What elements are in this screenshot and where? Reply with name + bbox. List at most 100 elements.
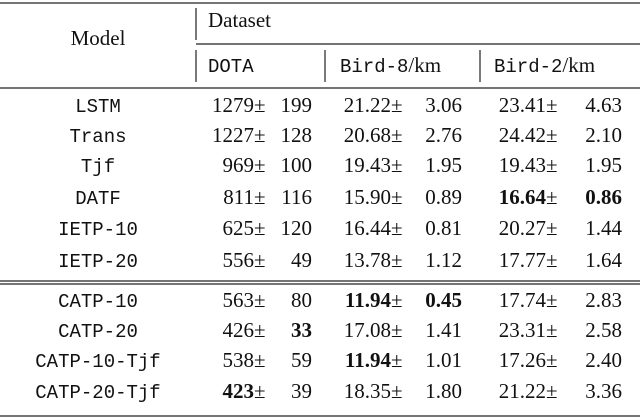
cell-std: 116 (281, 185, 312, 209)
model-name: Tjf (81, 156, 115, 178)
cell-mean: 1227 (212, 123, 254, 147)
cell-std: 1.12 (425, 248, 462, 272)
cell-separator: ± (254, 318, 266, 342)
cell-std: 3.06 (425, 93, 462, 117)
cell-separator: ± (391, 123, 403, 147)
cell-std: 100 (281, 153, 313, 177)
cell-std: 199 (281, 93, 313, 117)
cell-mean: 11.94 (345, 348, 392, 372)
cell-separator: ± (546, 379, 558, 403)
cell-mean: 563 (223, 288, 255, 312)
cell-std: 1.95 (425, 153, 462, 177)
cell-separator: ± (391, 379, 403, 403)
cell-mean: 11.94 (345, 288, 392, 312)
cell-std: 1.95 (585, 153, 622, 177)
model-header: Model (71, 26, 126, 50)
cell-mean: 21.22 (499, 379, 546, 403)
cell-std: 2.40 (585, 348, 622, 372)
cell-separator: ± (391, 318, 403, 342)
cell-separator: ± (254, 153, 266, 177)
cell-separator: ± (254, 93, 266, 117)
cell-separator: ± (546, 123, 558, 147)
model-name: Trans (69, 126, 126, 148)
cell-mean: 16.64 (499, 185, 547, 209)
cell-mean: 17.08 (344, 318, 391, 342)
model-name: CATP-20 (58, 321, 138, 343)
cell-mean: 23.31 (499, 318, 546, 342)
cell-separator: ± (546, 153, 558, 177)
cell-mean: 811 (223, 185, 254, 209)
cell-separator: ± (546, 248, 558, 272)
cell-std: 49 (291, 248, 312, 272)
cell-mean: 969 (223, 153, 255, 177)
cell-std: 1.01 (425, 348, 462, 372)
cell-mean: 625 (223, 216, 255, 240)
cell-std: 80 (291, 288, 312, 312)
cell-mean: 556 (223, 248, 255, 272)
cell-mean: 18.35 (344, 379, 391, 403)
cell-std: 1.41 (425, 318, 462, 342)
cell-std: 59 (291, 348, 312, 372)
cell-separator: ± (391, 348, 403, 372)
cell-separator: ± (546, 185, 558, 209)
cell-separator: ± (546, 318, 558, 342)
cell-separator: ± (254, 123, 266, 147)
cell-separator: ± (254, 248, 266, 272)
cell-std: 0.86 (585, 185, 622, 209)
cell-separator: ± (254, 185, 266, 209)
cell-std: 33 (291, 318, 312, 342)
cell-mean: 20.68 (344, 123, 391, 147)
cell-separator: ± (254, 288, 266, 312)
cell-separator: ± (391, 288, 403, 312)
cell-std: 128 (281, 123, 313, 147)
cell-mean: 426 (223, 318, 255, 342)
cell-separator: ± (391, 153, 403, 177)
model-name: CATP-20-Tjf (35, 382, 160, 404)
model-name: DATF (75, 188, 121, 210)
cell-mean: 13.78 (344, 248, 391, 272)
cell-mean: 16.44 (344, 216, 392, 240)
cell-mean: 24.42 (499, 123, 546, 147)
cell-std: 0.81 (425, 216, 462, 240)
model-name: IETP-10 (58, 219, 138, 241)
cell-separator: ± (254, 216, 266, 240)
cell-std: 0.89 (425, 185, 462, 209)
cell-separator: ± (546, 93, 558, 117)
cell-std: 2.58 (585, 318, 622, 342)
cell-mean: 23.41 (499, 93, 546, 117)
cell-separator: ± (546, 348, 558, 372)
cell-separator: ± (391, 185, 403, 209)
cell-std: 1.44 (585, 216, 622, 240)
cell-std: 2.76 (425, 123, 462, 147)
cell-std: 39 (291, 379, 312, 403)
cell-mean: 20.27 (499, 216, 546, 240)
dataset-header: Dataset (208, 8, 271, 32)
cell-separator: ± (254, 379, 266, 403)
model-name: LSTM (75, 96, 121, 118)
cell-std: 2.83 (585, 288, 622, 312)
cell-mean: 21.22 (344, 93, 391, 117)
cell-std: 120 (281, 216, 313, 240)
column-header: Bird-2 (494, 56, 562, 78)
cell-std: 0.45 (425, 288, 462, 312)
cell-std: 2.10 (585, 123, 622, 147)
cell-std: 3.36 (585, 379, 622, 403)
cell-mean: 17.26 (499, 348, 546, 372)
cell-separator: ± (546, 288, 558, 312)
cell-mean: 17.77 (499, 248, 546, 272)
cell-mean: 19.43 (499, 153, 546, 177)
column-unit: /km (408, 53, 441, 77)
cell-mean: 19.43 (344, 153, 391, 177)
column-header: DOTA (208, 56, 254, 78)
cell-std: 1.64 (585, 248, 622, 272)
cell-separator: ± (391, 248, 403, 272)
cell-separator: ± (391, 93, 403, 117)
cell-separator: ± (391, 216, 403, 240)
cell-std: 4.63 (585, 93, 622, 117)
model-name: CATP-10-Tjf (35, 351, 160, 373)
model-name: CATP-10 (58, 291, 138, 313)
cell-separator: ± (254, 348, 266, 372)
model-name: IETP-20 (58, 251, 138, 273)
cell-mean: 538 (223, 348, 255, 372)
column-header: Bird-8 (340, 56, 408, 78)
